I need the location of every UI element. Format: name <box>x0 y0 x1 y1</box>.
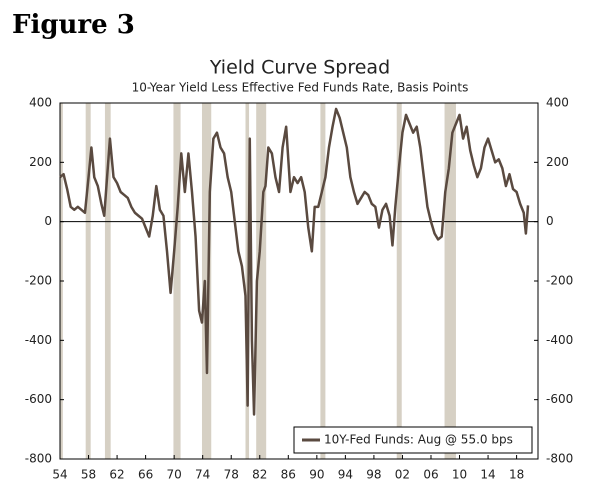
figure-label: Figure 3 <box>12 10 135 40</box>
y2-tick-label: -800 <box>546 452 573 466</box>
chart-title: Yield Curve Spread <box>209 57 390 79</box>
recession-band <box>245 103 250 459</box>
x-tick-label: 14 <box>480 468 495 482</box>
recession-band <box>396 103 402 459</box>
series-line <box>59 107 530 416</box>
legend-label: 10Y-Fed Funds: Aug @ 55.0 bps <box>324 433 513 447</box>
plot-frame <box>59 102 539 460</box>
recession-band <box>201 103 212 459</box>
x-tick-label: 10 <box>452 468 467 482</box>
x-tick-label: 86 <box>281 468 296 482</box>
x-tick-label: 82 <box>252 468 267 482</box>
y-tick-label: 400 <box>29 96 52 110</box>
recession-band <box>320 103 326 459</box>
x-tick-label: 62 <box>109 468 124 482</box>
x-tick-label: 74 <box>195 468 210 482</box>
y2-tick-label: 0 <box>546 214 554 228</box>
y2-tick-label: -200 <box>546 274 573 288</box>
y-tick-label: -600 <box>25 392 52 406</box>
x-tick-label: 06 <box>423 468 438 482</box>
recession-band <box>104 103 111 459</box>
x-tick-label: 70 <box>167 468 182 482</box>
y-tick-label: 200 <box>29 155 52 169</box>
legend-box <box>293 426 533 454</box>
x-tick-label: 66 <box>138 468 153 482</box>
y-tick-label: -800 <box>25 452 52 466</box>
chart-subtitle: 10-Year Yield Less Effective Fed Funds R… <box>132 81 469 95</box>
x-tick-label: 02 <box>395 468 410 482</box>
x-tick-label: 18 <box>509 468 524 482</box>
recession-band <box>85 103 91 459</box>
x-tick-label: 98 <box>366 468 381 482</box>
x-tick-label: 94 <box>338 468 353 482</box>
y2-tick-label: -400 <box>546 333 573 347</box>
y-tick-label: -400 <box>25 333 52 347</box>
y2-tick-label: 200 <box>546 155 569 169</box>
y-tick-label: -200 <box>25 274 52 288</box>
y2-tick-label: -600 <box>546 392 573 406</box>
y-tick-label: 0 <box>44 214 52 228</box>
x-tick-label: 58 <box>81 468 96 482</box>
x-tick-label: 54 <box>52 468 67 482</box>
x-tick-label: 78 <box>224 468 239 482</box>
y2-tick-label: 400 <box>546 96 569 110</box>
x-tick-label: 90 <box>309 468 324 482</box>
recession-band <box>173 103 181 459</box>
recession-band <box>256 103 267 459</box>
recession-band <box>444 103 456 459</box>
